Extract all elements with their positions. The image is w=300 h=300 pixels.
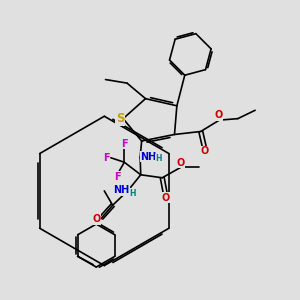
Text: NH: NH bbox=[113, 185, 130, 195]
Text: O: O bbox=[201, 146, 209, 157]
Text: O: O bbox=[177, 158, 185, 167]
Text: S: S bbox=[116, 112, 124, 125]
Text: F: F bbox=[114, 172, 121, 182]
Text: H: H bbox=[129, 189, 136, 198]
Text: NH: NH bbox=[140, 152, 157, 162]
Text: O: O bbox=[214, 110, 223, 120]
Text: O: O bbox=[93, 214, 101, 224]
Text: F: F bbox=[121, 139, 128, 149]
Text: F: F bbox=[103, 153, 110, 163]
Text: O: O bbox=[161, 193, 170, 203]
Text: H: H bbox=[155, 154, 162, 163]
